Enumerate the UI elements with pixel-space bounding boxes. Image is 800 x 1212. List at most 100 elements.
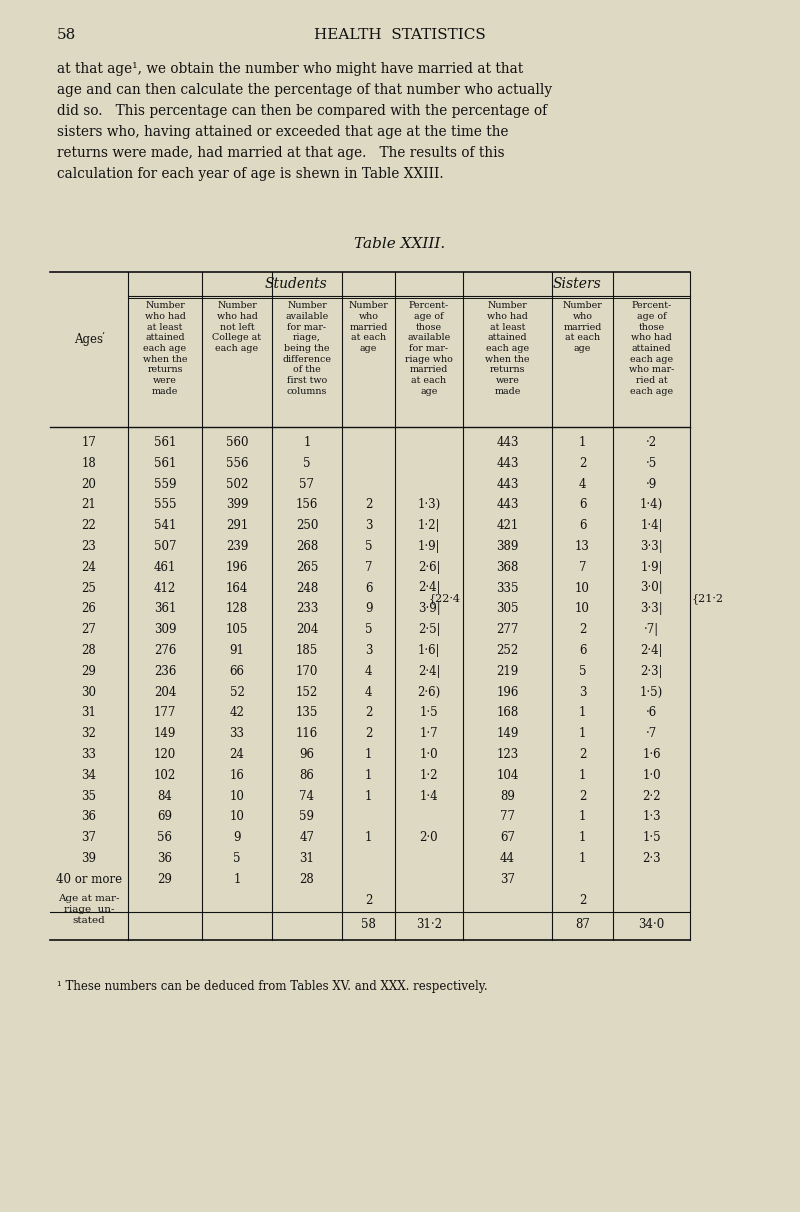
Text: 559: 559: [154, 478, 176, 491]
Text: 277: 277: [496, 623, 518, 636]
Text: 268: 268: [296, 539, 318, 553]
Text: 412: 412: [154, 582, 176, 595]
Text: ·7: ·7: [646, 727, 657, 741]
Text: 561: 561: [154, 436, 176, 448]
Text: 4: 4: [578, 478, 586, 491]
Text: 18: 18: [82, 457, 96, 470]
Text: 10: 10: [230, 811, 245, 823]
Text: ·9: ·9: [646, 478, 657, 491]
Text: ’: ’: [102, 332, 105, 341]
Text: 2·2: 2·2: [642, 789, 661, 802]
Text: 204: 204: [154, 686, 176, 698]
Text: 305: 305: [496, 602, 518, 616]
Text: 1·5: 1·5: [642, 831, 661, 844]
Text: 31·2: 31·2: [416, 917, 442, 931]
Text: 4: 4: [365, 664, 372, 678]
Text: 1·3): 1·3): [418, 498, 441, 511]
Text: 1·5: 1·5: [420, 707, 438, 719]
Text: 152: 152: [296, 686, 318, 698]
Text: 2: 2: [579, 623, 586, 636]
Text: 52: 52: [230, 686, 245, 698]
Text: 2·3: 2·3: [642, 852, 661, 865]
Text: 204: 204: [296, 623, 318, 636]
Text: 96: 96: [299, 748, 314, 761]
Text: 502: 502: [226, 478, 248, 491]
Text: 2·6): 2·6): [418, 686, 441, 698]
Text: 3: 3: [365, 519, 372, 532]
Text: 149: 149: [154, 727, 176, 741]
Text: 1·5): 1·5): [640, 686, 663, 698]
Text: 443: 443: [496, 478, 518, 491]
Text: 26: 26: [82, 602, 97, 616]
Text: 1·4: 1·4: [420, 789, 438, 802]
Text: 2: 2: [365, 727, 372, 741]
Text: 5: 5: [365, 539, 372, 553]
Text: 399: 399: [226, 498, 248, 511]
Text: 128: 128: [226, 602, 248, 616]
Text: 17: 17: [82, 436, 97, 448]
Text: 16: 16: [230, 768, 245, 782]
Text: 67: 67: [500, 831, 515, 844]
Text: 2: 2: [579, 457, 586, 470]
Text: 6: 6: [578, 498, 586, 511]
Text: 1: 1: [579, 727, 586, 741]
Text: 239: 239: [226, 539, 248, 553]
Text: 1: 1: [579, 768, 586, 782]
Text: 33: 33: [82, 748, 97, 761]
Text: 555: 555: [154, 498, 176, 511]
Text: 39: 39: [82, 852, 97, 865]
Text: 59: 59: [299, 811, 314, 823]
Text: 168: 168: [496, 707, 518, 719]
Text: at that age¹, we obtain the number who might have married at that: at that age¹, we obtain the number who m…: [57, 62, 523, 76]
Text: 35: 35: [82, 789, 97, 802]
Text: 1·9|: 1·9|: [418, 539, 440, 553]
Text: 1·4|: 1·4|: [640, 519, 662, 532]
Text: Number
who
married
at each
age: Number who married at each age: [349, 301, 388, 353]
Text: 28: 28: [82, 644, 96, 657]
Text: 69: 69: [158, 811, 173, 823]
Text: 24: 24: [82, 561, 97, 573]
Text: 185: 185: [296, 644, 318, 657]
Text: 250: 250: [296, 519, 318, 532]
Text: 1·7: 1·7: [420, 727, 438, 741]
Text: 276: 276: [154, 644, 176, 657]
Text: 443: 443: [496, 457, 518, 470]
Text: 335: 335: [496, 582, 518, 595]
Text: 6: 6: [365, 582, 372, 595]
Text: 77: 77: [500, 811, 515, 823]
Text: 31: 31: [299, 852, 314, 865]
Text: 309: 309: [154, 623, 176, 636]
Text: ·5: ·5: [646, 457, 657, 470]
Text: 36: 36: [82, 811, 97, 823]
Text: 28: 28: [300, 873, 314, 886]
Text: 21: 21: [82, 498, 96, 511]
Text: 1: 1: [579, 852, 586, 865]
Text: 1·6|: 1·6|: [418, 644, 440, 657]
Text: ·2: ·2: [646, 436, 657, 448]
Text: 20: 20: [82, 478, 97, 491]
Text: 34·0: 34·0: [638, 917, 665, 931]
Text: 34: 34: [82, 768, 97, 782]
Text: 58: 58: [361, 917, 376, 931]
Text: 29: 29: [158, 873, 173, 886]
Text: 36: 36: [158, 852, 173, 865]
Text: 33: 33: [230, 727, 245, 741]
Text: Ages: Ages: [74, 333, 103, 347]
Text: 7: 7: [365, 561, 372, 573]
Text: Sisters: Sisters: [552, 278, 601, 291]
Text: 104: 104: [496, 768, 518, 782]
Text: 556: 556: [226, 457, 248, 470]
Text: 89: 89: [500, 789, 515, 802]
Text: 443: 443: [496, 436, 518, 448]
Text: 1: 1: [579, 811, 586, 823]
Text: Number
who had
at least
attained
each age
when the
returns
were
made: Number who had at least attained each ag…: [142, 301, 187, 396]
Text: 2: 2: [365, 893, 372, 907]
Text: 2·5|: 2·5|: [418, 623, 440, 636]
Text: 177: 177: [154, 707, 176, 719]
Text: 58: 58: [57, 28, 76, 42]
Text: 57: 57: [299, 478, 314, 491]
Text: Percent-
age of
those
available
for mar-
riage who
married
at each
age: Percent- age of those available for mar-…: [405, 301, 453, 396]
Text: 2·3|: 2·3|: [640, 664, 662, 678]
Text: 2·6|: 2·6|: [418, 561, 440, 573]
Text: Table XXIII.: Table XXIII.: [354, 238, 446, 251]
